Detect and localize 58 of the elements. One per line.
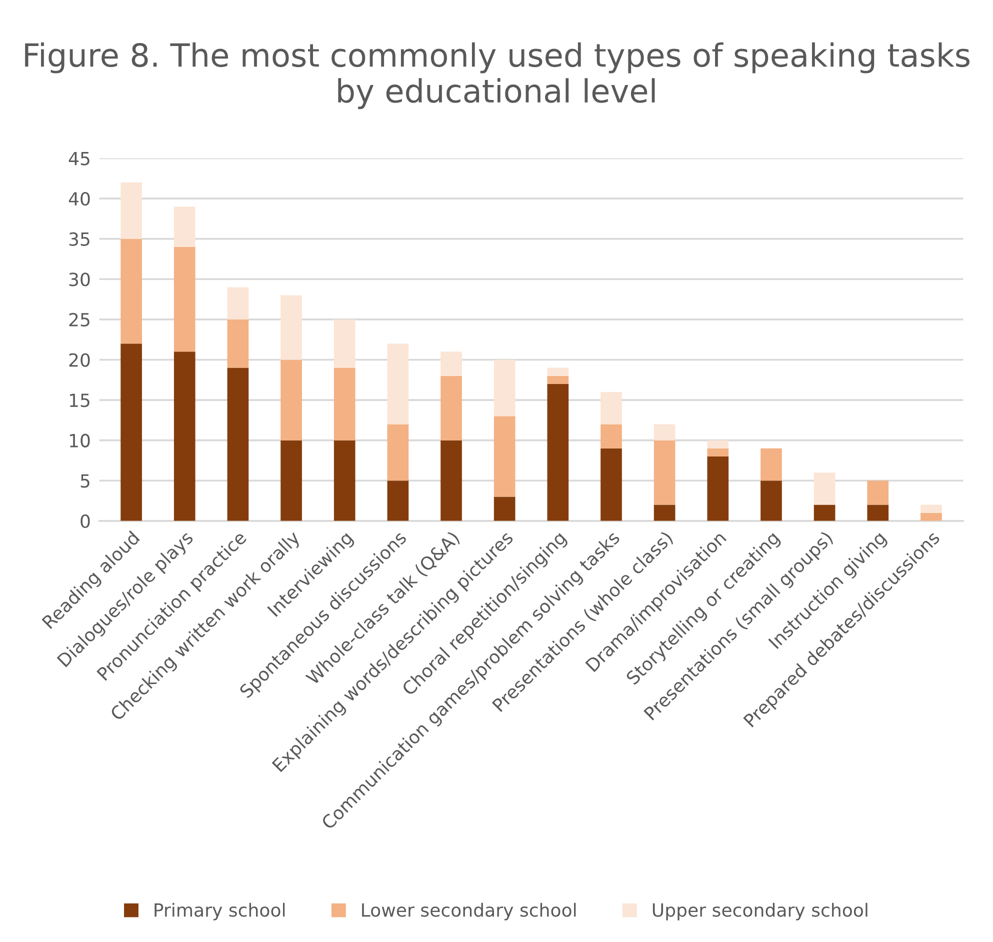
y-tick-label: 10 (70, 434, 90, 448)
bar (547, 368, 569, 376)
y-tick-label: 25 (69, 312, 90, 327)
bar (280, 360, 302, 440)
bar (760, 480, 782, 521)
legend-label: Lower secondary school (362, 902, 576, 920)
bar (334, 368, 356, 440)
y-tick-label: 15 (70, 394, 90, 408)
y-tick-label: 30 (69, 272, 90, 286)
bar (440, 352, 462, 376)
bar (547, 384, 569, 521)
chart-title: Figure 8. The most commonly used types of speaking tasks by educational level (25, 42, 970, 110)
bar (654, 504, 676, 521)
bar (654, 424, 676, 440)
bar (867, 480, 889, 505)
bar (334, 440, 356, 521)
bar (440, 440, 462, 521)
bar (120, 344, 142, 521)
bar (120, 238, 142, 344)
bar (174, 206, 196, 247)
bar (707, 448, 729, 456)
bar (174, 246, 196, 352)
y-tick-label: 35 (69, 232, 90, 246)
bar (494, 496, 516, 521)
bar (760, 448, 782, 481)
bar (707, 440, 729, 448)
y-tick-label: 0 (80, 514, 90, 528)
bar (387, 480, 409, 521)
legend-label: Primary school (154, 902, 285, 920)
bar (920, 512, 942, 521)
bar (867, 504, 889, 521)
y-tick-label: 20 (69, 353, 90, 367)
bar (600, 448, 622, 521)
bar (494, 360, 516, 416)
bar (600, 424, 622, 448)
bar (227, 287, 249, 320)
bar (920, 504, 942, 513)
bar (814, 504, 836, 521)
bar (707, 456, 729, 521)
y-tick-label: 5 (80, 474, 90, 488)
bar (547, 376, 569, 384)
bar (440, 376, 462, 440)
bar (120, 182, 142, 239)
bar (387, 344, 409, 424)
bar (334, 319, 356, 368)
bar (387, 424, 409, 481)
bar (174, 352, 196, 521)
bar (280, 295, 302, 360)
bar (280, 440, 302, 521)
y-tick-label: 40 (68, 192, 90, 206)
bar (494, 416, 516, 497)
bar (654, 440, 676, 505)
y-tick-label: 45 (68, 152, 90, 166)
bar (600, 392, 622, 424)
bar (814, 472, 836, 505)
bar (227, 368, 249, 521)
bar (227, 319, 249, 368)
legend-label: Upper secondary school (652, 902, 868, 920)
